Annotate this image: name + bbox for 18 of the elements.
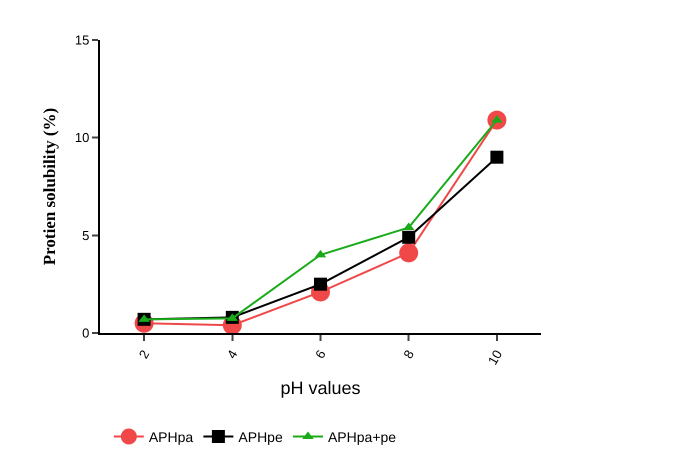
x-tick-label: 6 <box>312 347 329 362</box>
point <box>490 150 504 164</box>
x-tick-label: 8 <box>400 347 417 362</box>
y-tick-label: 0 <box>82 326 90 341</box>
x-tick-label: 2 <box>136 347 152 362</box>
point <box>314 278 327 291</box>
x-tick-label: 10 <box>484 347 506 368</box>
legend-label: APHpa+pe <box>328 428 396 445</box>
y-tick-label: 10 <box>74 130 90 146</box>
y-tick-label: 15 <box>74 32 90 48</box>
legend-label: APHpe <box>238 428 283 445</box>
point <box>402 230 416 244</box>
x-tick-label: 4 <box>224 347 241 362</box>
y-tick-label: 5 <box>82 228 90 243</box>
x-axis-title: pH values <box>280 378 361 398</box>
point <box>399 243 418 262</box>
y-axis-title: Protien solubility (%) <box>40 108 59 266</box>
legend-label: APHpa <box>148 428 194 445</box>
